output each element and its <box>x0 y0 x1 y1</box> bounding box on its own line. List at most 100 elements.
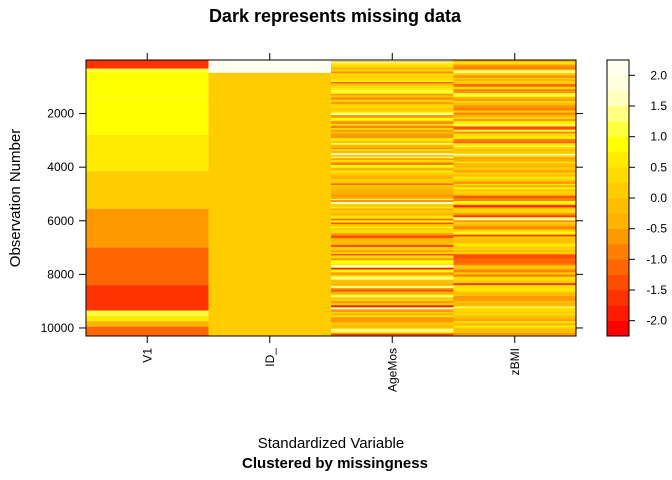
heatmap-cell <box>453 176 577 180</box>
heatmap-cell <box>331 289 454 292</box>
heatmap-cell <box>86 68 209 73</box>
heatmap-cell <box>453 72 577 76</box>
heatmap-cell <box>453 100 577 104</box>
heatmap-cell <box>331 61 454 63</box>
heatmap-cell <box>331 87 454 91</box>
heatmap-cell <box>331 298 454 302</box>
heatmap-cell <box>453 126 577 130</box>
heatmap-cell <box>331 104 454 108</box>
heatmap-cell <box>331 117 454 122</box>
heatmap-cell <box>331 324 454 327</box>
heatmap-cell <box>453 263 577 266</box>
heatmap-cell <box>453 296 577 299</box>
heatmap-cell <box>453 288 577 291</box>
heatmap-cell <box>453 181 577 185</box>
x-axis-subtitle: Clustered by missingness <box>242 455 428 472</box>
heatmap-cell <box>331 151 454 154</box>
heatmap-cell <box>453 147 577 149</box>
heatmap-cell <box>453 325 577 328</box>
heatmap-cell <box>453 197 577 202</box>
heatmap-cell <box>453 277 577 282</box>
heatmap-cell <box>86 315 209 322</box>
heatmap-cell <box>331 255 454 257</box>
heatmap-cell <box>453 172 577 176</box>
heatmap-cell <box>331 155 454 157</box>
colorbar-swatch <box>607 136 629 153</box>
heatmap-cell <box>453 187 577 190</box>
heatmap-cell <box>331 79 454 81</box>
heatmap-cell <box>331 90 454 94</box>
heatmap-cell <box>331 93 454 96</box>
heatmap-cell <box>331 186 454 190</box>
colorbar-label: -1.0 <box>646 252 667 266</box>
colorbar-swatch <box>607 305 629 321</box>
heatmap-cell <box>331 313 454 316</box>
heatmap-cell <box>331 276 454 280</box>
heatmap-cell <box>331 283 454 287</box>
heatmap-cell <box>453 189 577 192</box>
heatmap-cell <box>86 135 209 172</box>
heatmap-cell <box>453 243 577 247</box>
heatmap-cell <box>453 110 577 113</box>
heatmap-cell <box>331 172 454 176</box>
x-tick-label: zBMI <box>508 348 522 375</box>
heatmap-cell <box>453 260 577 264</box>
heatmap-cell <box>453 224 577 227</box>
heatmap-cell <box>453 323 577 326</box>
colorbar-swatch <box>607 213 629 229</box>
heatmap-cell <box>331 275 454 278</box>
plot-border <box>85 59 577 337</box>
y-tick-label: 10000 <box>41 321 75 335</box>
heatmap-cell <box>331 178 454 181</box>
heatmap-cell <box>453 290 577 293</box>
heatmap-cell <box>453 105 577 108</box>
heatmap-cell <box>331 238 454 241</box>
heatmap-cell <box>453 273 577 275</box>
heatmap-cell <box>453 258 577 262</box>
heatmap-cell <box>453 186 577 188</box>
x-tick-label: V1 <box>140 348 154 363</box>
chart-title: Dark represents missing data <box>209 6 462 26</box>
heatmap-cell <box>331 319 454 323</box>
heatmap-cell <box>453 274 577 276</box>
heatmap-cell <box>453 236 577 240</box>
heatmap-cell <box>331 102 454 105</box>
heatmap-cell <box>453 69 577 71</box>
colorbar-label: 2.0 <box>650 68 667 82</box>
heatmap-cell <box>453 131 577 134</box>
heatmap-cell <box>453 254 577 257</box>
heatmap-cell <box>453 207 577 210</box>
heatmap-cell <box>331 140 454 142</box>
heatmap-cell <box>453 171 577 173</box>
heatmap-cell <box>331 165 454 168</box>
heatmap-cell <box>453 158 577 163</box>
heatmap-cell <box>453 153 577 155</box>
heatmap-cell <box>453 331 577 334</box>
heatmap-cell <box>331 204 454 208</box>
colorbar-swatch <box>607 106 629 122</box>
heatmap-cell <box>453 300 577 304</box>
heatmap-cell <box>453 165 577 168</box>
column-AgeMos <box>331 60 454 337</box>
heatmap-cell <box>331 260 454 264</box>
heatmap-cell <box>331 328 454 333</box>
heatmap-cell <box>453 115 577 118</box>
heatmap-cell <box>453 265 577 269</box>
colorbar-label: 0.5 <box>650 160 667 174</box>
heatmap-cell <box>331 64 454 68</box>
heatmap-cell <box>86 247 209 286</box>
heatmap-cell <box>331 233 454 236</box>
x-tick-label: AgeMos <box>385 348 399 392</box>
heatmap-cell <box>331 141 454 143</box>
heatmap-cell <box>453 210 577 214</box>
heatmap-cell <box>453 70 577 74</box>
heatmap-cell <box>331 77 454 80</box>
heatmap-cell <box>331 200 454 203</box>
heatmap-cell <box>86 326 209 336</box>
heatmap-cell <box>331 131 454 134</box>
heatmap-cell <box>331 113 454 116</box>
heatmap-cell <box>453 315 577 319</box>
colorbar-swatch <box>607 75 629 91</box>
heatmap-cell <box>453 133 577 137</box>
